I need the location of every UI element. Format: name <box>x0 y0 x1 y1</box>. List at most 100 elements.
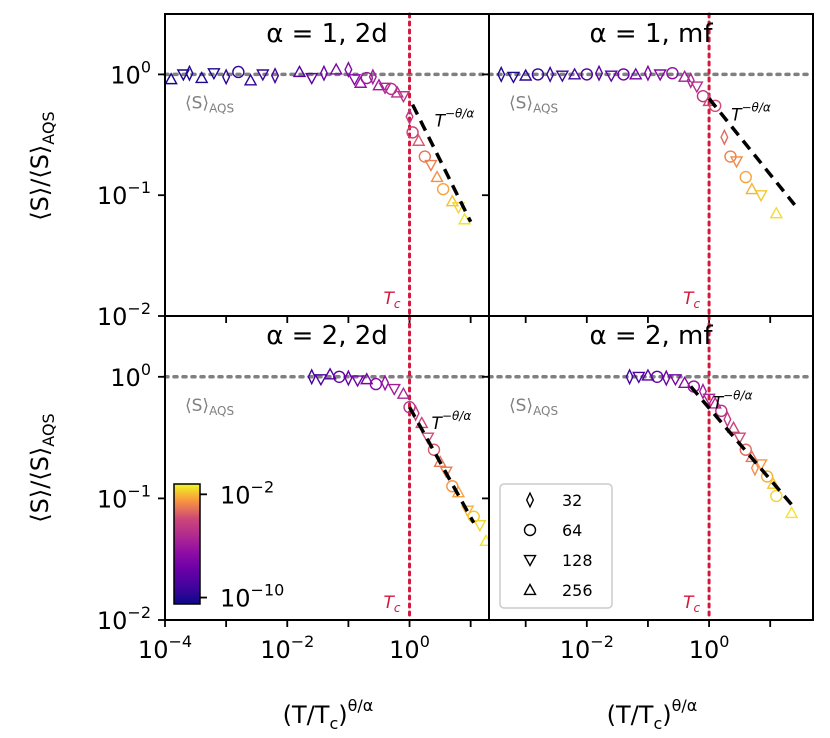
colorbar: 10−2 10−10 <box>173 477 284 613</box>
data-point <box>387 383 401 396</box>
data-point <box>662 369 671 387</box>
data-point <box>424 159 438 172</box>
data-point <box>708 396 722 409</box>
fit-label: T−θ/α <box>713 389 753 414</box>
tc-label: Tc <box>683 289 700 311</box>
data-point <box>427 443 441 456</box>
data-point <box>360 372 374 385</box>
colorbar-gradient <box>173 483 201 605</box>
data-point <box>723 410 732 428</box>
data-point <box>418 150 432 163</box>
aqs-label: ⟨S⟩AQS <box>185 93 234 115</box>
data-point <box>604 70 618 83</box>
data-point <box>677 375 692 388</box>
fit-label: T−θ/α <box>435 107 475 132</box>
data-point <box>445 194 460 207</box>
y-tick-label: 10−2 <box>97 299 151 331</box>
data-point <box>732 432 747 445</box>
panel-a1-2d: 100 10−1 10−2 α = 1, 2d ⟨S⟩AQS Tc T−θ/α <box>97 12 491 331</box>
data-point <box>439 466 453 479</box>
aqs-label: ⟨S⟩AQS <box>509 93 558 115</box>
panel-title: α = 1, mf <box>589 19 713 49</box>
data-point <box>378 82 392 95</box>
data-point <box>243 73 258 86</box>
data-point <box>750 459 760 477</box>
panel-a1-mf: α = 1, mf ⟨S⟩AQS Tc T−θ/α <box>482 12 815 323</box>
tc-label: Tc <box>683 593 700 615</box>
fit-label: T−θ/α <box>731 101 771 126</box>
power-law-fit-line <box>707 97 797 206</box>
data-point <box>222 68 231 86</box>
data-point <box>406 126 419 139</box>
panel-frame <box>488 13 814 317</box>
legend-label: 128 <box>562 551 593 570</box>
data-point <box>653 69 667 82</box>
data-point <box>632 371 646 384</box>
data-point <box>715 404 728 418</box>
data-point <box>305 72 319 85</box>
data-point <box>323 367 337 380</box>
scatter-points <box>497 64 784 219</box>
data-point <box>165 72 178 85</box>
data-point <box>760 470 774 483</box>
data-point <box>430 170 444 183</box>
data-point <box>506 71 521 84</box>
colorbar-tick-label: 10−2 <box>220 477 274 509</box>
y-axis-label-bottom: ⟨S⟩/⟨S⟩AQS <box>26 413 58 522</box>
data-point <box>396 386 411 399</box>
panel-frame <box>164 13 490 317</box>
data-point <box>617 68 630 81</box>
data-point <box>207 68 221 81</box>
colorbar-tick-label: 10−10 <box>220 581 284 613</box>
data-point <box>368 68 377 86</box>
data-point <box>567 67 582 80</box>
data-point <box>460 505 475 518</box>
data-point <box>344 61 353 79</box>
data-point <box>754 459 768 472</box>
data-point <box>446 480 459 493</box>
legend-label: 256 <box>562 581 593 600</box>
data-point <box>347 74 362 87</box>
data-point <box>698 382 708 400</box>
data-point <box>546 65 555 83</box>
data-point <box>641 368 655 381</box>
panel-title: α = 1, 2d <box>266 19 388 49</box>
data-point <box>329 62 343 75</box>
data-point <box>531 68 545 81</box>
data-point <box>421 432 435 445</box>
data-point <box>344 369 353 387</box>
data-point <box>766 476 780 489</box>
data-point <box>412 133 426 146</box>
data-point <box>666 66 679 80</box>
legend-marker-triangle_down <box>523 554 537 567</box>
data-point <box>686 71 695 89</box>
data-point <box>784 506 799 519</box>
legend-marker-triangle_up <box>523 583 537 596</box>
legend-marker-diamond <box>525 491 535 509</box>
data-point <box>176 69 191 82</box>
y-axis-label-top: ⟨S⟩/⟨S⟩AQS <box>26 111 58 220</box>
x-tick-label: 100 <box>389 632 430 664</box>
data-point <box>643 64 653 82</box>
data-point <box>668 374 683 387</box>
legend-label: 64 <box>562 521 582 540</box>
data-point <box>580 68 594 81</box>
tc-label: Tc <box>384 289 401 311</box>
panel-frame <box>488 315 814 621</box>
data-point <box>754 190 768 203</box>
data-point <box>314 374 328 387</box>
y-tick-label: 10−1 <box>97 481 151 513</box>
panel-title: α = 2, 2d <box>266 321 388 351</box>
data-point <box>729 156 744 169</box>
data-point <box>292 65 307 78</box>
data-point <box>677 69 692 82</box>
panel-a2-mf: 10−2 100 α = 2, mf ⟨S⟩AQS Tc T−θ/α <box>482 314 815 664</box>
data-point <box>720 128 729 146</box>
data-point <box>369 377 383 391</box>
data-point <box>436 182 450 196</box>
power-law-fit-line <box>689 385 796 510</box>
data-point <box>433 454 447 468</box>
data-point <box>194 71 209 84</box>
